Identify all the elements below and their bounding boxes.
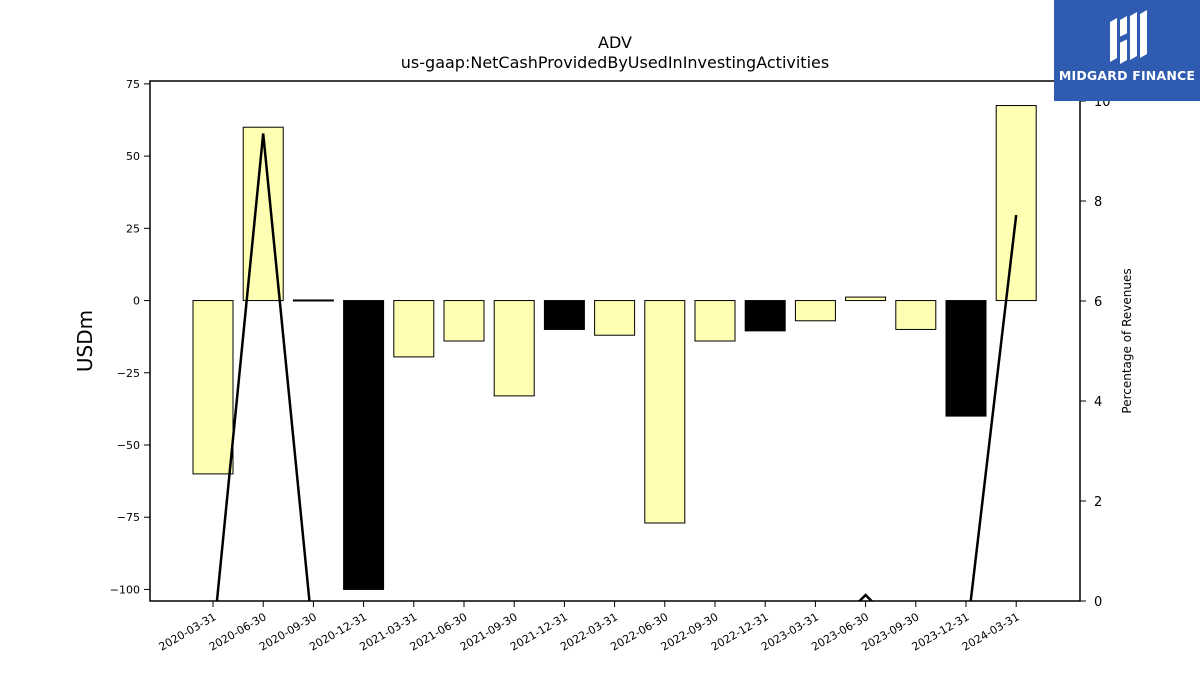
bar xyxy=(292,299,334,302)
bar xyxy=(343,300,385,590)
bars-group xyxy=(192,105,1037,590)
y-tick-label: −50 xyxy=(117,439,140,452)
x-tick-label: 2024-03-31 xyxy=(960,610,1022,653)
chart-subtitle: us-gaap:NetCashProvidedByUsedInInvesting… xyxy=(401,53,829,72)
bar xyxy=(493,300,535,397)
y-tick-label: −100 xyxy=(110,583,140,596)
logo-text: MIDGARD FINANCE xyxy=(1058,68,1196,83)
bar xyxy=(443,300,485,342)
bar xyxy=(594,300,636,336)
series-point xyxy=(857,593,874,601)
plot-frame xyxy=(149,80,1081,602)
bar xyxy=(644,300,686,524)
bar xyxy=(192,300,234,475)
y-tick-label: 25 xyxy=(126,222,140,235)
y-axis-label: USDm xyxy=(73,310,97,372)
y-axis: 75 50 25 0 −25 −50 −75 −100 xyxy=(110,78,150,596)
series-line xyxy=(215,133,311,601)
y2-axis-label: Percentage of Revenues xyxy=(1120,268,1134,413)
bar xyxy=(845,296,887,302)
bar xyxy=(694,300,736,342)
y-tick-label: −25 xyxy=(117,367,140,380)
y-tick-label: −75 xyxy=(117,511,140,524)
bar xyxy=(543,300,585,330)
y2-tick-label: 8 xyxy=(1094,195,1102,210)
bar xyxy=(744,300,786,332)
y2-tick-label: 0 xyxy=(1094,595,1102,610)
bar xyxy=(945,300,987,417)
y-tick-label: 0 xyxy=(133,295,140,308)
y2-tick-label: 4 xyxy=(1094,395,1102,410)
series-line xyxy=(969,214,1018,601)
brand-logo: MIDGARD FINANCE xyxy=(1054,0,1200,101)
y-tick-label: 75 xyxy=(126,78,140,91)
bar xyxy=(794,300,836,322)
x-axis: 2020-03-312020-06-302020-09-302020-12-31… xyxy=(157,601,1022,654)
line-group xyxy=(215,133,1018,601)
y-tick-label: 50 xyxy=(126,150,140,163)
bar xyxy=(895,300,937,330)
midgard-logo-icon xyxy=(1110,10,1147,64)
y2-tick-label: 6 xyxy=(1094,295,1102,310)
chart-title: ADV xyxy=(598,33,632,52)
bar xyxy=(393,300,435,358)
y2-tick-label: 2 xyxy=(1094,495,1102,510)
bar xyxy=(995,105,1037,302)
